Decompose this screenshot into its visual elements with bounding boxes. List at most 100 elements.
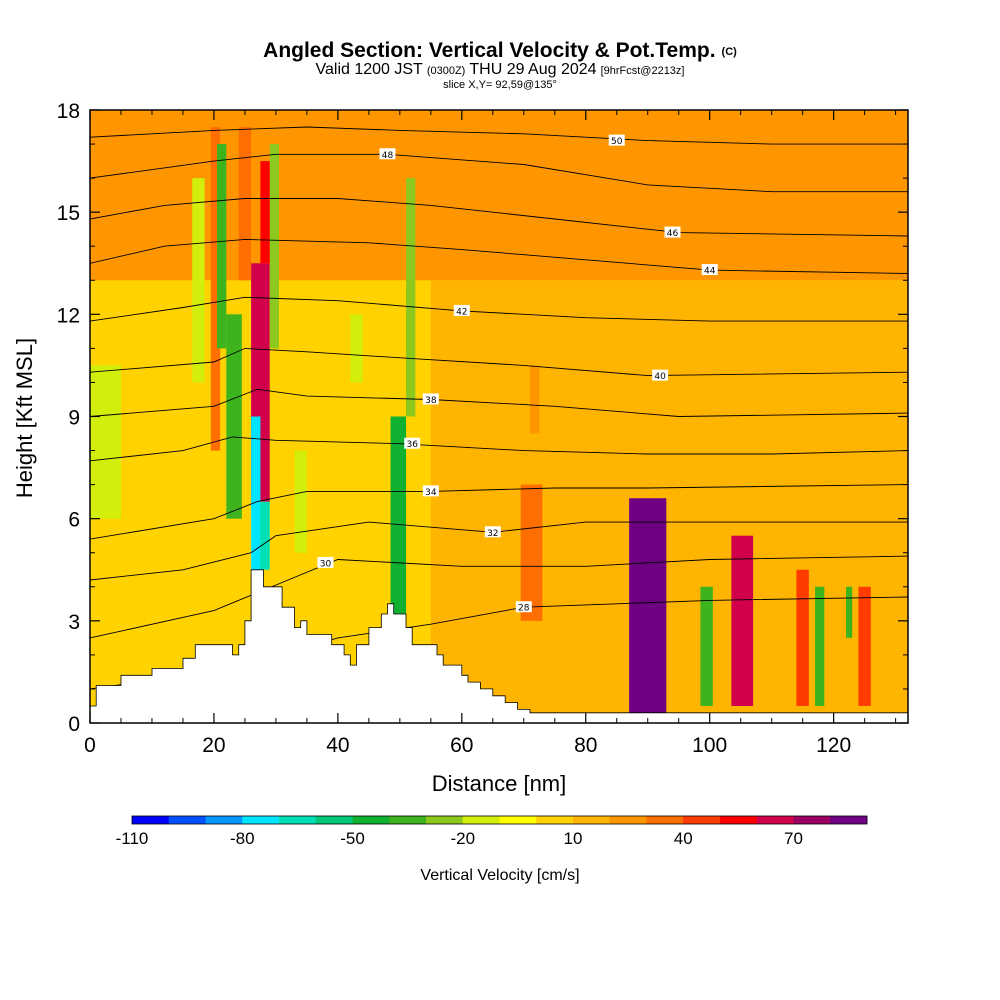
terrain bbox=[90, 569, 908, 723]
x-tick-label: 100 bbox=[692, 734, 727, 757]
contour-label: 50 bbox=[611, 137, 623, 147]
velocity-cell bbox=[238, 127, 252, 281]
colorbar-label: Vertical Velocity [cm/s] bbox=[420, 867, 579, 884]
colorbar-swatch bbox=[720, 816, 758, 824]
theta-contour bbox=[90, 198, 908, 237]
velocity-cell bbox=[390, 416, 407, 621]
y-tick-label: 0 bbox=[68, 713, 80, 736]
contour-label-box bbox=[404, 437, 421, 449]
contour-label-box bbox=[608, 134, 625, 146]
theta-contour bbox=[90, 521, 908, 581]
theta-contour bbox=[90, 436, 908, 462]
contour-label: 40 bbox=[654, 372, 666, 382]
y-tick-label: 9 bbox=[68, 407, 80, 430]
contour-label-box bbox=[664, 226, 681, 238]
contour-label-box bbox=[652, 369, 669, 381]
colorbar-swatch bbox=[426, 816, 464, 824]
colorbar-swatch bbox=[793, 816, 831, 824]
velocity-cell bbox=[251, 416, 261, 587]
theta-contour bbox=[90, 347, 908, 377]
colorbar-tick-label: -20 bbox=[450, 829, 475, 848]
velocity-cell bbox=[700, 586, 713, 706]
colorbar-swatch bbox=[609, 816, 647, 824]
velocity-cell bbox=[192, 178, 205, 383]
velocity-cell bbox=[406, 178, 416, 417]
colorbar-swatch bbox=[499, 816, 537, 824]
colorbar-tick-label: 70 bbox=[784, 829, 803, 848]
theta-contour bbox=[90, 388, 908, 417]
velocity-cell bbox=[430, 280, 908, 713]
theta-contour bbox=[90, 484, 908, 540]
theta-contour bbox=[90, 555, 908, 639]
contour-label-box bbox=[379, 148, 396, 160]
contour-label: 32 bbox=[487, 529, 498, 539]
velocity-cell bbox=[260, 501, 270, 570]
contour-label-box bbox=[422, 393, 439, 405]
velocity-cell bbox=[796, 569, 809, 706]
colorbar-frame bbox=[131, 815, 868, 825]
velocity-cell bbox=[529, 365, 540, 434]
contour-label: 38 bbox=[425, 396, 437, 406]
colorbar-swatch bbox=[573, 816, 611, 824]
contour-label-box bbox=[484, 526, 501, 538]
theta-contour bbox=[90, 238, 908, 274]
velocity-cell bbox=[815, 586, 825, 706]
colorbar-swatch bbox=[536, 816, 574, 824]
colorbar-tick-label: -110 bbox=[116, 829, 149, 848]
colorbar-tick-label: 10 bbox=[564, 829, 583, 848]
colorbar-swatch bbox=[242, 816, 280, 824]
velocity-cell bbox=[294, 450, 307, 553]
velocity-cell bbox=[846, 586, 853, 638]
x-tick-label: 80 bbox=[574, 734, 597, 757]
x-tick-label: 120 bbox=[816, 734, 851, 757]
colorbar: -110 -80 -50 -20 10 40 70 bbox=[116, 815, 868, 848]
velocity-cell bbox=[629, 498, 667, 713]
contour-label: 34 bbox=[425, 488, 437, 498]
contour-label: 42 bbox=[456, 307, 467, 317]
plot-area: 28 30 32 34 36 38 40 42 44 46 48 50 bbox=[90, 110, 908, 723]
contour-label: 28 bbox=[518, 604, 530, 614]
theta-contour bbox=[90, 296, 908, 322]
theta-contour bbox=[90, 126, 908, 145]
contour-label-box bbox=[453, 304, 470, 316]
colorbar-swatch bbox=[168, 816, 206, 824]
colorbar-swatch bbox=[683, 816, 721, 824]
y-tick-label: 12 bbox=[57, 304, 80, 327]
contour-label: 46 bbox=[667, 229, 679, 239]
theta-contours: 28 30 32 34 36 38 40 42 44 46 48 50 bbox=[90, 126, 908, 690]
slice-info: slice X,Y= 92,59@135° bbox=[443, 79, 557, 91]
x-tick-label: 60 bbox=[450, 734, 473, 757]
velocity-cell bbox=[217, 144, 227, 349]
colorbar-swatch bbox=[205, 816, 243, 824]
y-tick-label: 6 bbox=[68, 509, 80, 532]
contour-label-box bbox=[317, 556, 334, 568]
y-axis-label: Height [Kft MSL] bbox=[12, 338, 37, 498]
contour-label: 30 bbox=[320, 559, 332, 569]
y-tick-label: 15 bbox=[57, 202, 80, 225]
x-tick-label: 0 bbox=[84, 734, 96, 757]
contour-label-box bbox=[515, 601, 532, 613]
colorbar-swatch bbox=[462, 816, 500, 824]
velocity-cell bbox=[269, 144, 280, 349]
velocity-cell bbox=[90, 365, 121, 519]
colorbar-swatch bbox=[389, 816, 427, 824]
contour-label-box bbox=[422, 485, 439, 497]
x-axis-label: Distance [nm] bbox=[432, 771, 567, 796]
contour-label: 44 bbox=[704, 267, 716, 277]
colorbar-tick-label: -80 bbox=[230, 829, 255, 848]
x-tick-label: 20 bbox=[202, 734, 225, 757]
contour-label: 36 bbox=[407, 440, 419, 450]
velocity-cell bbox=[731, 535, 754, 706]
colorbar-swatch bbox=[646, 816, 684, 824]
y-tick-label: 18 bbox=[57, 100, 80, 123]
colorbar-swatch bbox=[830, 816, 868, 824]
y-tick-label: 3 bbox=[68, 611, 80, 634]
contour-label-box bbox=[701, 264, 718, 276]
theta-contour bbox=[90, 153, 908, 193]
chart-subtitle: Valid 1200 JST (0300Z) THU 29 Aug 2024 [9hr… bbox=[316, 61, 685, 78]
colorbar-swatch bbox=[756, 816, 794, 824]
velocity-cell bbox=[260, 161, 270, 264]
contour-label: 48 bbox=[382, 151, 394, 161]
